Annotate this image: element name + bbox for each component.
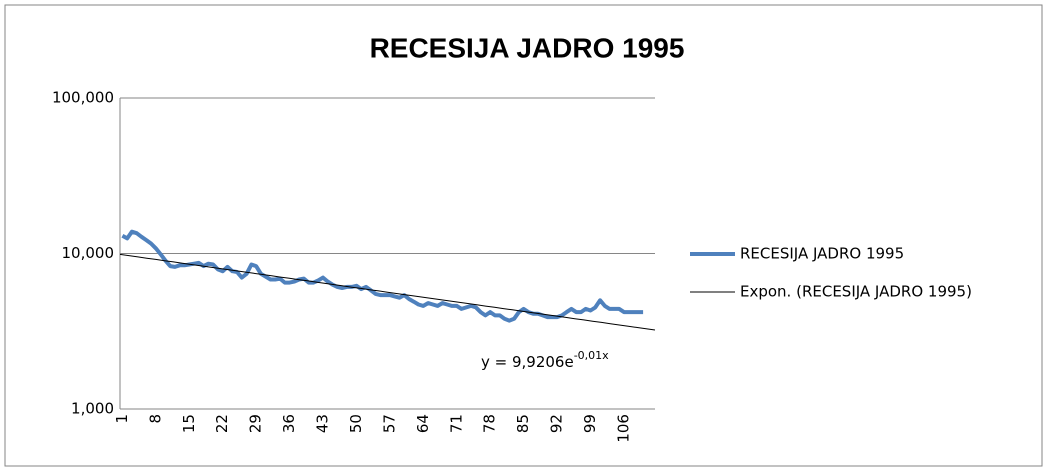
legend-label: Expon. (RECESIJA JADRO 1995) xyxy=(740,283,972,301)
legend-label: RECESIJA JADRO 1995 xyxy=(740,245,904,263)
x-tick-label: 29 xyxy=(247,414,265,433)
data-line xyxy=(121,229,644,323)
x-tick-label: 92 xyxy=(548,414,566,433)
chart-title: RECESIJA JADRO 1995 xyxy=(370,32,685,63)
trend-equation: y = 9,9206e-0,01x xyxy=(481,349,609,371)
x-tick-label: 99 xyxy=(581,414,599,433)
x-tick-label: 57 xyxy=(380,414,398,433)
x-tick-label: 22 xyxy=(213,414,231,433)
x-tick-label: 43 xyxy=(314,414,332,433)
equation-base: y = 9,9206e xyxy=(481,353,574,371)
x-tick-label: 78 xyxy=(481,414,499,433)
x-tick-label: 1 xyxy=(113,414,131,424)
x-tick-label: 36 xyxy=(280,414,298,433)
x-tick-label: 85 xyxy=(514,414,532,433)
x-tick-label: 71 xyxy=(447,414,465,433)
x-tick-label: 106 xyxy=(614,414,632,443)
y-tick-label: 10,000 xyxy=(62,244,115,262)
chart-frame xyxy=(4,4,1043,467)
y-tick-label: 1,000 xyxy=(71,400,114,418)
x-tick-label: 50 xyxy=(347,414,365,433)
x-tick-label: 64 xyxy=(414,414,432,433)
x-tick-label: 15 xyxy=(180,414,198,433)
trend-line xyxy=(119,253,656,331)
equation-exponent: -0,01x xyxy=(574,349,609,362)
y-tick-label: 100,000 xyxy=(52,89,114,107)
x-tick-label: 8 xyxy=(146,414,164,424)
